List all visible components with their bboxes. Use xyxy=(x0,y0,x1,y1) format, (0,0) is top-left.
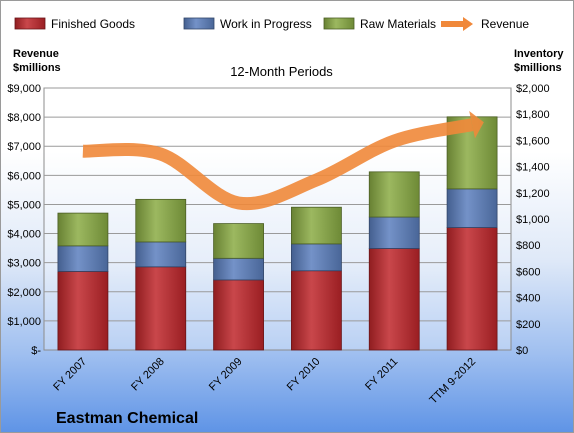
bar-finished-goods xyxy=(57,270,109,351)
bar-finished-goods xyxy=(446,227,498,351)
right-axis-title-line1: Inventory xyxy=(514,48,564,60)
right-tick-label: $1,400 xyxy=(516,162,550,174)
category-label: FY 2009 xyxy=(207,356,245,394)
category-label: FY 2011 xyxy=(363,356,400,393)
right-tick-label: $1,000 xyxy=(516,214,550,226)
revenue-line xyxy=(82,118,474,211)
legend-swatch-work-in-progress xyxy=(183,17,215,30)
left-tick-label: $2,000 xyxy=(7,287,41,299)
left-tick-label: $7,000 xyxy=(7,141,41,153)
bar-finished-goods xyxy=(368,248,420,351)
left-tick-label: $- xyxy=(31,345,41,357)
right-tick-label: $2,000 xyxy=(516,83,550,95)
legend-swatch-raw-materials xyxy=(323,17,355,30)
bar-raw-materials xyxy=(368,171,420,218)
right-axis-title-line2: $millions xyxy=(514,62,562,74)
right-tick-label: $400 xyxy=(516,293,540,305)
right-tick-label: $0 xyxy=(516,345,528,357)
right-tick-label: $1,600 xyxy=(516,135,550,147)
bar-finished-goods xyxy=(213,279,264,351)
left-tick-label: $8,000 xyxy=(7,112,41,124)
bar-raw-materials xyxy=(57,212,109,247)
left-tick-label: $6,000 xyxy=(7,170,41,182)
left-tick-label: $4,000 xyxy=(7,229,41,241)
legend-label: Raw Materials xyxy=(360,17,436,31)
right-tick-label: $600 xyxy=(516,266,540,278)
legend-label: Revenue xyxy=(481,17,529,31)
category-label: FY 2010 xyxy=(285,356,323,394)
right-tick-label: $1,800 xyxy=(516,109,550,121)
bar-raw-materials xyxy=(135,198,187,243)
category-label: TTM 9-2012 xyxy=(427,356,478,407)
bar-raw-materials xyxy=(291,206,342,245)
revenue-arrowhead xyxy=(469,110,484,139)
bar-raw-materials xyxy=(213,223,264,259)
bar-finished-goods xyxy=(135,266,187,351)
right-tick-label: $800 xyxy=(516,240,540,252)
bar-work-in-progress xyxy=(291,243,342,272)
legend-label: Work in Progress xyxy=(220,17,312,31)
left-tick-label: $1,000 xyxy=(7,316,41,328)
category-label: FY 2008 xyxy=(129,356,167,394)
bar-work-in-progress xyxy=(213,257,264,281)
chart-subtitle: 12-Month Periods xyxy=(230,64,333,79)
right-tick-label: $1,200 xyxy=(516,188,550,200)
legend-label: Finished Goods xyxy=(51,17,135,31)
bar-work-in-progress xyxy=(368,216,420,249)
category-label: FY 2007 xyxy=(51,356,89,394)
bar-work-in-progress xyxy=(446,188,498,228)
left-axis-title-line2: $millions xyxy=(13,62,61,74)
legend-swatch-finished-goods xyxy=(14,17,46,30)
bar-work-in-progress xyxy=(135,241,187,268)
left-tick-label: $5,000 xyxy=(7,199,41,211)
bar-finished-goods xyxy=(291,270,342,351)
legend-arrow-icon xyxy=(463,17,473,31)
company-name: Eastman Chemical xyxy=(56,410,198,427)
left-tick-label: $9,000 xyxy=(7,83,41,95)
left-tick-label: $3,000 xyxy=(7,258,41,270)
left-axis-title-line1: Revenue xyxy=(13,48,59,60)
bar-work-in-progress xyxy=(57,245,109,272)
right-tick-label: $200 xyxy=(516,319,540,331)
